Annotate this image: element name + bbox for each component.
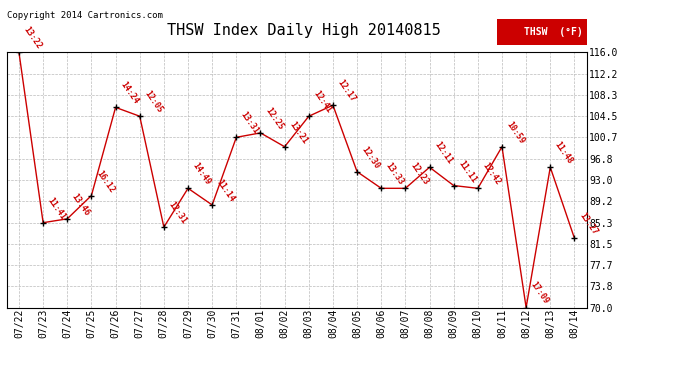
Text: 17:09: 17:09 — [529, 280, 551, 306]
Text: 12:30: 12:30 — [360, 145, 382, 170]
Text: 12:41: 12:41 — [312, 89, 333, 115]
Text: THSW  (°F): THSW (°F) — [524, 27, 582, 37]
Text: 13:31: 13:31 — [239, 110, 261, 136]
Text: 12:25: 12:25 — [264, 106, 285, 132]
Text: 13:46: 13:46 — [70, 192, 92, 217]
Text: 14:24: 14:24 — [119, 80, 140, 106]
Text: 12:11: 12:11 — [433, 140, 454, 166]
Text: 12:42: 12:42 — [481, 161, 502, 187]
Text: 11:14: 11:14 — [215, 178, 237, 204]
Text: 13:21: 13:21 — [288, 120, 309, 146]
Text: 16:12: 16:12 — [95, 168, 116, 194]
Text: Copyright 2014 Cartronics.com: Copyright 2014 Cartronics.com — [7, 11, 163, 20]
Text: 13:27: 13:27 — [578, 211, 599, 237]
Text: 12:31: 12:31 — [167, 200, 188, 226]
Text: 13:22: 13:22 — [22, 26, 43, 51]
Text: 12:17: 12:17 — [336, 78, 357, 104]
Text: 14:49: 14:49 — [191, 161, 213, 187]
Text: 11:48: 11:48 — [553, 140, 575, 166]
Text: 12:05: 12:05 — [143, 89, 164, 115]
Text: THSW Index Daily High 20140815: THSW Index Daily High 20140815 — [167, 22, 440, 38]
Text: 11:41: 11:41 — [46, 196, 68, 221]
Text: 12:23: 12:23 — [408, 161, 430, 187]
Text: 11:11: 11:11 — [457, 159, 478, 184]
Text: 10:59: 10:59 — [505, 120, 526, 146]
Text: 13:33: 13:33 — [384, 161, 406, 187]
